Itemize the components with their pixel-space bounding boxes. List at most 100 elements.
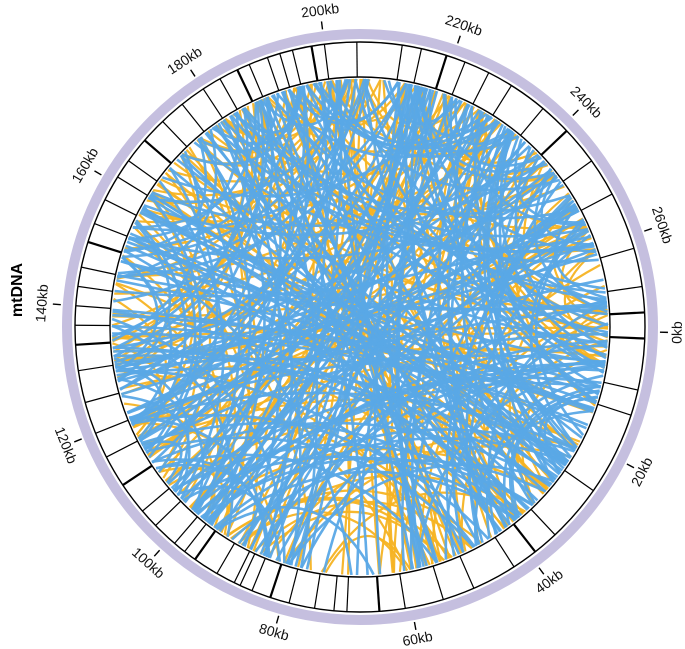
link-arc: [113, 354, 551, 488]
link-arc: [355, 96, 454, 576]
link-arc: [416, 363, 606, 569]
feature-mark: [580, 193, 613, 211]
feature-mark: [75, 305, 111, 309]
link-arc: [299, 85, 609, 334]
link-arc: [553, 205, 607, 300]
feature-mark: [540, 129, 568, 156]
feature-mark: [219, 78, 238, 110]
link-arc: [362, 78, 606, 290]
feature-mark: [323, 44, 330, 80]
link-arc: [259, 78, 349, 127]
link-arc: [495, 155, 562, 475]
link-arc: [141, 206, 539, 502]
link-arc: [262, 97, 369, 575]
feature-mark: [181, 103, 205, 132]
feature-mark: [194, 530, 217, 561]
tick-label: 60kb: [401, 628, 434, 649]
tick-label: 260kb: [649, 204, 676, 245]
feature-mark: [174, 516, 198, 544]
feature-mark: [266, 57, 280, 91]
link-arc: [231, 459, 547, 541]
feature-mark: [520, 108, 544, 136]
link-arc: [443, 93, 542, 168]
feature-mark: [396, 45, 403, 80]
feature-mark: [333, 575, 338, 611]
feature-mark: [530, 508, 556, 536]
feature-mark: [248, 64, 264, 97]
link-arc: [265, 96, 502, 533]
link-arc: [510, 395, 599, 518]
feature-mark: [85, 392, 120, 404]
feature-mark: [77, 285, 113, 292]
feature-mark: [288, 568, 299, 604]
link-arc: [129, 232, 577, 451]
tick-label: 20kb: [628, 454, 656, 489]
link-arc: [193, 99, 282, 513]
link-arc: [161, 97, 458, 198]
link-arc: [114, 364, 163, 443]
feature-mark: [94, 222, 128, 237]
feature-mark: [233, 551, 251, 583]
tick-label: 80kb: [257, 620, 291, 644]
link-arc: [111, 324, 234, 537]
feature-mark: [239, 553, 256, 586]
link-arc: [170, 87, 428, 490]
feature-mark: [106, 440, 138, 458]
tick-mark: [572, 109, 579, 117]
feature-mark: [432, 565, 444, 600]
link-arc: [275, 92, 501, 159]
tick-label: 220kb: [443, 11, 484, 39]
feature-mark: [451, 61, 466, 95]
tick-mark: [190, 69, 196, 77]
link-arc: [193, 141, 592, 251]
link-arc: [191, 140, 526, 511]
feature-mark: [117, 176, 148, 196]
feature-mark: [603, 381, 639, 391]
link-arc: [336, 79, 415, 570]
tick-mark: [413, 621, 417, 631]
feature-mark: [95, 419, 129, 434]
chromosome-label: mtDNA: [9, 262, 26, 317]
feature-mark: [162, 121, 188, 148]
feature-mark: [87, 240, 122, 254]
link-arc: [411, 129, 512, 568]
tick-mark: [320, 21, 324, 30]
tick-mark: [94, 170, 102, 176]
link-arc: [138, 86, 425, 441]
feature-mark: [597, 403, 632, 416]
feature-mark: [600, 247, 635, 259]
link-arc: [498, 167, 555, 483]
link-arc: [117, 273, 608, 311]
feature-mark: [128, 160, 158, 182]
link-arc: [129, 306, 608, 421]
link-arc: [128, 236, 564, 472]
tick-mark: [626, 463, 635, 469]
feature-mark: [184, 523, 207, 553]
link-arc: [322, 204, 578, 573]
tick-mark: [538, 567, 545, 575]
link-arc: [199, 81, 327, 154]
feature-mark: [269, 563, 283, 598]
feature-mark: [512, 523, 537, 553]
tick-mark: [457, 35, 461, 44]
feature-mark: [202, 88, 224, 119]
link-arc: [410, 86, 508, 528]
track-inner-border: [109, 76, 611, 578]
link-track: [111, 78, 609, 576]
feature-mark: [78, 364, 114, 372]
feature-mark: [494, 537, 515, 568]
link-arc: [275, 299, 607, 562]
tick-mark: [73, 438, 82, 443]
feature-mark: [459, 555, 475, 589]
feature-track: [75, 42, 645, 612]
tick-label: 180kb: [164, 43, 205, 77]
feature-mark: [216, 542, 236, 574]
link-arc: [114, 218, 585, 298]
ideogram-band: [62, 29, 658, 625]
feature-mark: [313, 573, 321, 609]
tick-label: 140kb: [32, 283, 51, 322]
feature-mark: [564, 470, 594, 492]
feature-mark: [122, 464, 153, 487]
link-arc: [147, 78, 350, 203]
